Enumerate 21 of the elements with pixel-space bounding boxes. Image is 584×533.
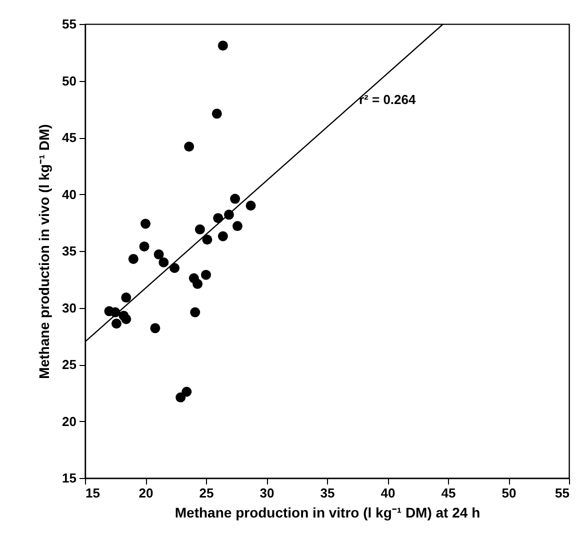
x-tick-label: 40 (380, 486, 396, 500)
x-tick-label: 25 (199, 486, 214, 500)
y-axis-title: Methane production in vivo (l kg⁻¹ DM) (36, 124, 52, 379)
annotation: r² = 0.264 (359, 92, 417, 107)
y-tick-label: 45 (62, 130, 76, 145)
y-tick-label: 55 (62, 16, 76, 32)
x-axis-title: Methane production in vitro (l kg⁻¹ DM) at 24 h (174, 504, 480, 520)
y-tick-label: 25 (62, 357, 76, 372)
y-tick-label: 15 (62, 470, 76, 486)
x-tick-label: 45 (441, 486, 456, 500)
x-tick-label: 50 (502, 486, 516, 500)
x-tick-label: 15 (86, 486, 100, 500)
y-tick-label: 35 (62, 244, 76, 258)
x-tick-label: 35 (320, 486, 335, 500)
x-tick-label: 20 (138, 486, 154, 500)
y-tick-label: 40 (62, 186, 76, 202)
y-tick-label: 30 (62, 300, 76, 316)
y-tick-label: 50 (62, 73, 76, 88)
y-tick-label: 20 (62, 414, 76, 429)
x-tick-label: 55 (555, 486, 570, 500)
x-tick-label: 30 (260, 486, 274, 500)
